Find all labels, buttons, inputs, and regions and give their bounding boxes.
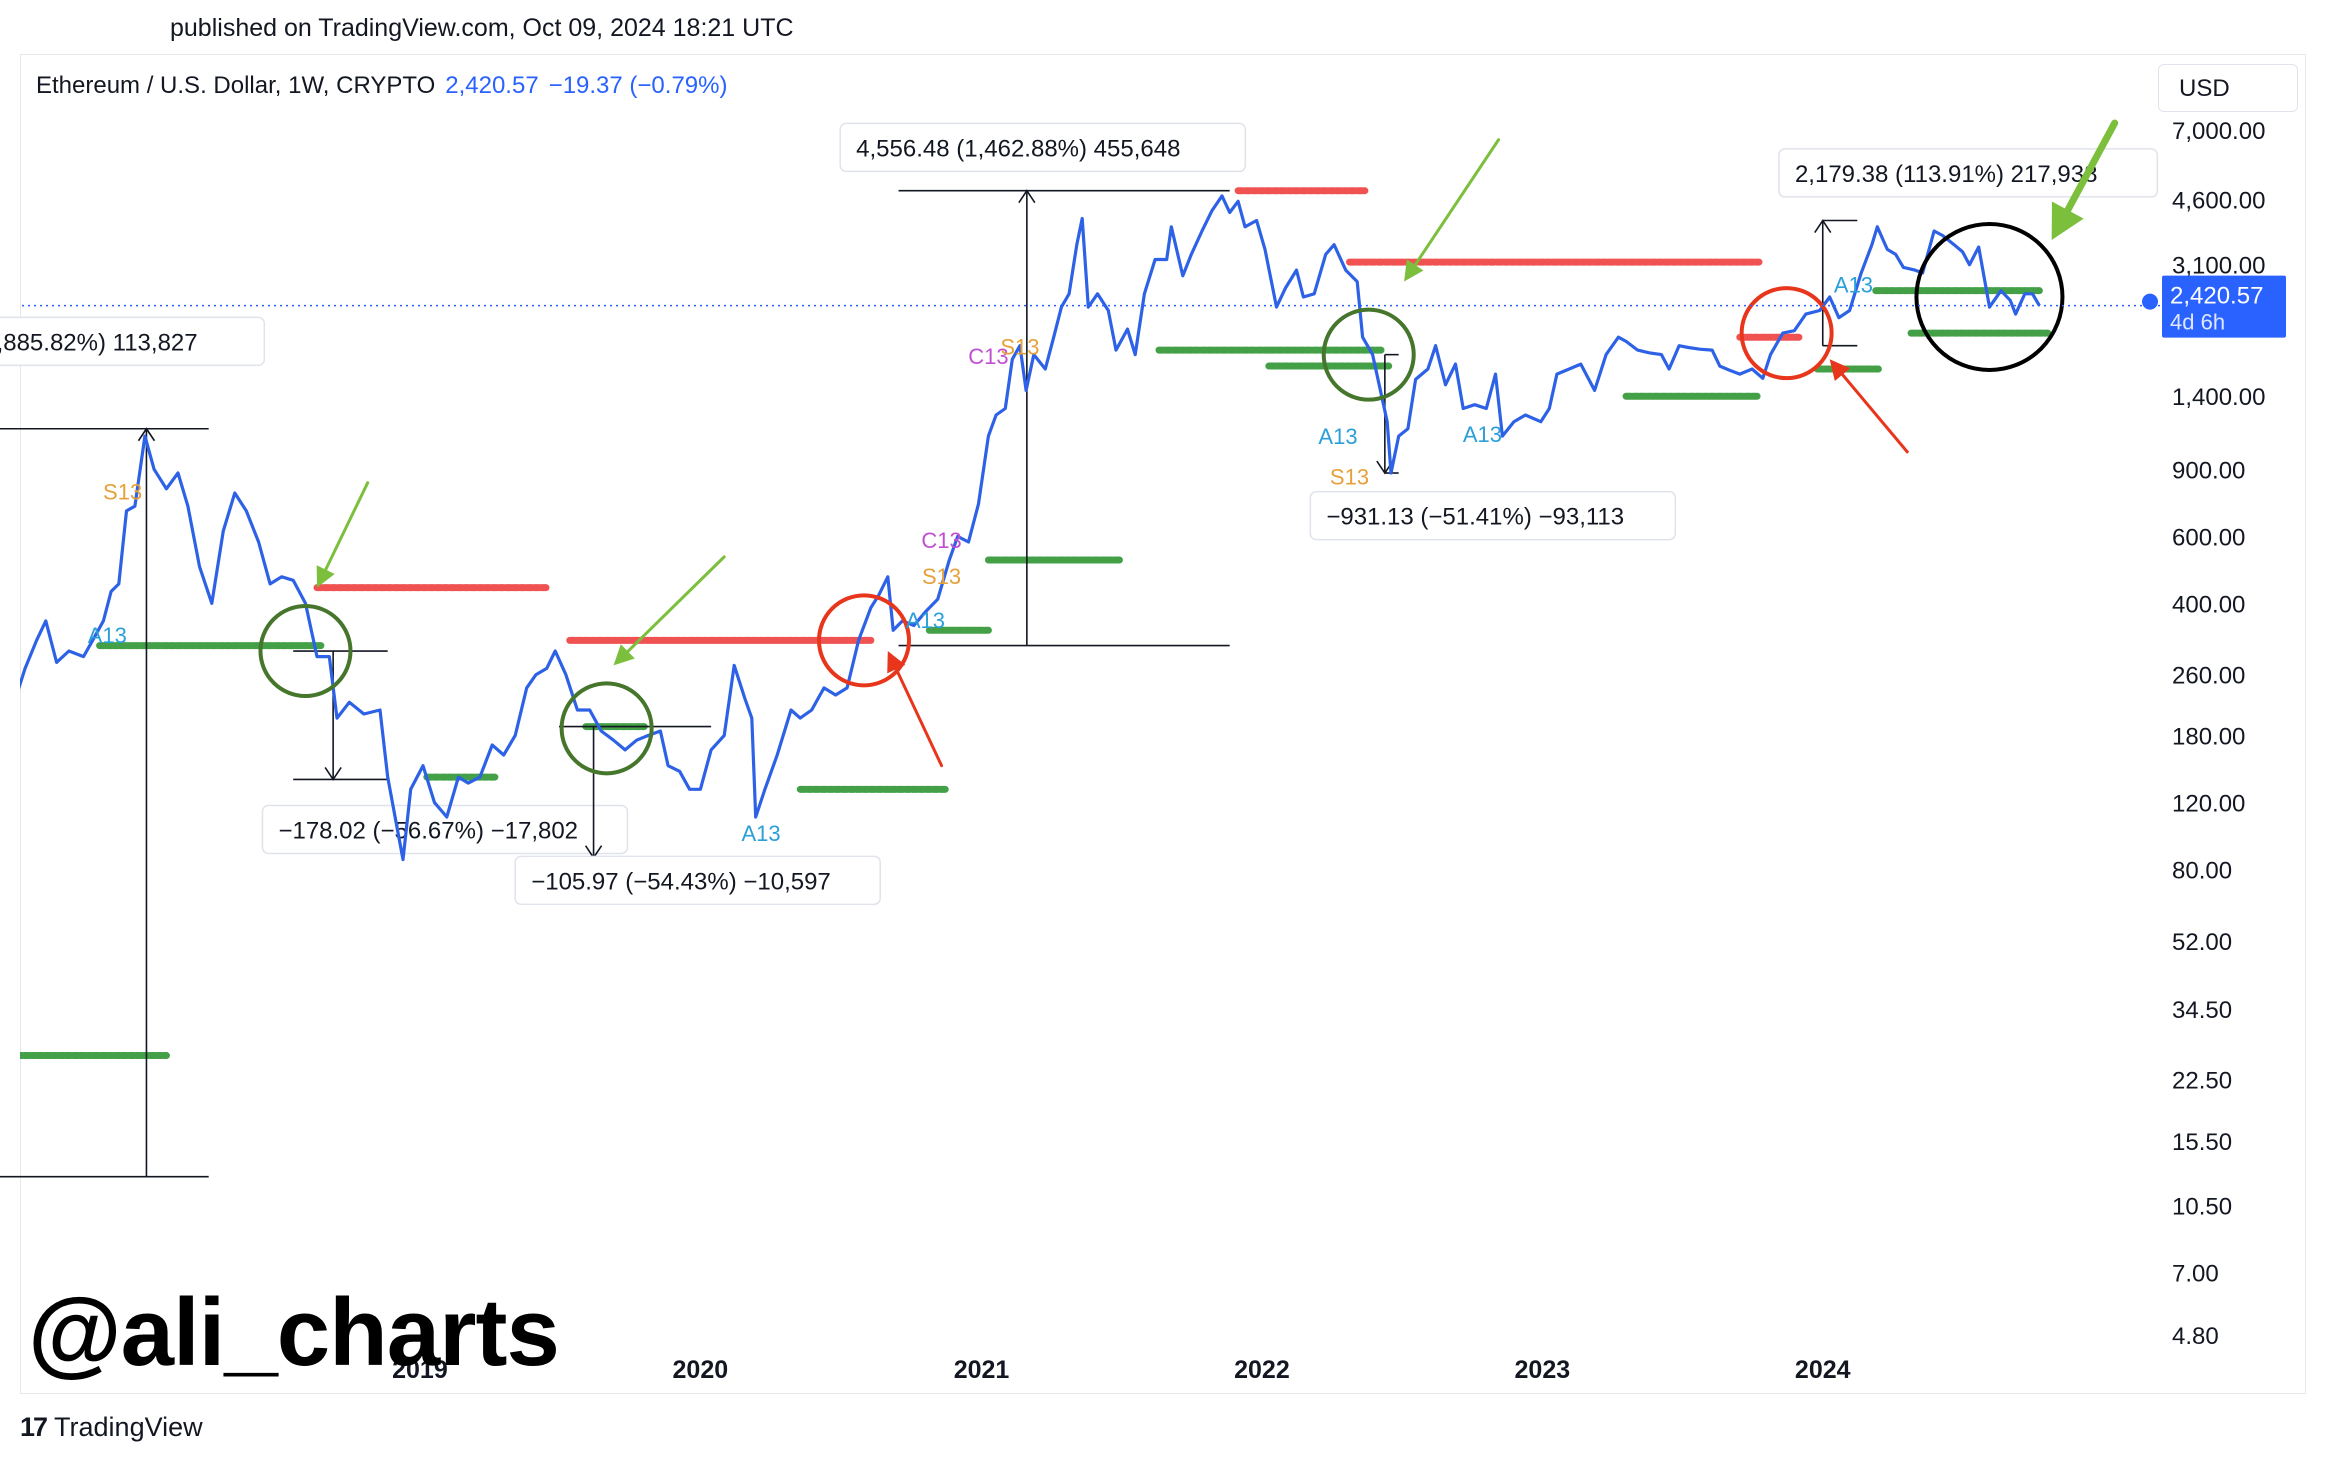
signal-label: A13 xyxy=(741,821,780,846)
signal-label: C13 xyxy=(968,344,1008,369)
tradingview-logo-icon: 17 xyxy=(20,1412,48,1442)
measure-arrowhead xyxy=(1018,189,1036,204)
green-highlight-circle xyxy=(258,604,353,699)
header-change: −19.37 (−0.79%) xyxy=(548,72,728,99)
measure-label: −178.02 (−56.67%) −17,802 xyxy=(278,817,578,844)
y-tick-label: 22.50 xyxy=(2172,1067,2232,1094)
signal-label: S13 xyxy=(103,479,142,504)
brand-text: TradingView xyxy=(54,1412,203,1442)
signal-label: A13 xyxy=(1318,424,1357,449)
symbol-header: Ethereum / U.S. Dollar, 1W, CRYPTO 2,420.… xyxy=(36,72,727,100)
published-note: published on TradingView.com, Oct 09, 20… xyxy=(170,14,794,42)
red-arrowhead xyxy=(887,651,906,674)
green-arrowhead xyxy=(613,644,635,666)
time-axis[interactable]: 2019 2020 2021 2022 2023 2024 xyxy=(392,1356,1851,1384)
currency-selector[interactable]: USD xyxy=(2158,64,2298,112)
red-highlight-circle xyxy=(1739,286,1834,381)
x-tick-label: 2024 xyxy=(1795,1356,1851,1384)
green-arrow xyxy=(324,481,370,572)
measure-label-box xyxy=(0,316,266,367)
signal-label: A13 xyxy=(1834,273,1873,298)
y-tick-label: 400.00 xyxy=(2172,591,2245,618)
y-tick-label: 180.00 xyxy=(2172,724,2245,751)
signal-label: C13 xyxy=(921,528,961,553)
red-arrowhead xyxy=(1829,359,1851,382)
x-tick-label: 2020 xyxy=(673,1356,729,1384)
measure-label-box xyxy=(514,855,881,906)
y-tick-label: 4.80 xyxy=(2172,1323,2219,1350)
symbol-title[interactable]: Ethereum / U.S. Dollar, 1W, CRYPTO xyxy=(36,72,436,99)
x-tick-label: 2022 xyxy=(1234,1356,1290,1384)
signal-label: A13 xyxy=(906,608,945,633)
watermark-handle: @ali_charts xyxy=(28,1279,560,1386)
measure-label: 2,179.38 (113.91%) 217,938 xyxy=(1795,161,2097,188)
last-price-dot xyxy=(2142,293,2158,310)
y-tick-label: 15.50 xyxy=(2172,1129,2232,1156)
green-highlight-circle xyxy=(559,681,654,776)
signal-label: S13 xyxy=(922,564,961,589)
y-tick-label: 7.00 xyxy=(2172,1261,2219,1288)
last-price-badge xyxy=(2162,275,2286,338)
header-price: 2,420.57 xyxy=(445,72,539,99)
red-arrow xyxy=(894,667,944,768)
annotation-arrows xyxy=(316,119,2119,768)
bar-countdown-label: 4d 6h xyxy=(2170,310,2225,335)
y-tick-label: 120.00 xyxy=(2172,791,2245,818)
green-highlight-circle xyxy=(1321,307,1416,402)
x-tick-label: 2021 xyxy=(954,1356,1010,1384)
y-tick-label: 80.00 xyxy=(2172,858,2232,885)
y-tick-label: 7,000.00 xyxy=(2172,118,2265,145)
y-tick-label: 4,600.00 xyxy=(2172,187,2265,214)
green-arrow xyxy=(1413,138,1501,267)
chart-frame xyxy=(20,54,2306,1394)
green-arrowhead xyxy=(1404,259,1424,282)
x-tick-label: 2019 xyxy=(392,1356,448,1384)
measure-label-box xyxy=(1309,490,1677,541)
black-highlight-circle xyxy=(1914,222,2065,373)
measure-label: 4,556.48 (1,462.88%) 455,648 xyxy=(856,135,1180,162)
y-tick-label: 1,400.00 xyxy=(2172,384,2265,411)
green-arrow xyxy=(2064,119,2119,214)
y-tick-label: 600.00 xyxy=(2172,524,2245,551)
y-tick-label: 260.00 xyxy=(2172,663,2245,690)
green-arrow xyxy=(626,555,726,653)
measure-label-box xyxy=(839,122,1247,173)
last-price-label: 2,420.57 xyxy=(2170,283,2263,310)
signal-label: S13 xyxy=(1000,335,1039,360)
signal-label: S13 xyxy=(1330,465,1369,490)
green-arrowhead xyxy=(316,565,335,588)
signal-labels: S13S13A13C13A13A13C13S13A13C13S13A13S13A… xyxy=(88,273,1873,847)
measurements: 1,138.27 (8,885.82%) 113,827 −178.02 (−56… xyxy=(0,122,2159,1178)
price-axis[interactable]: 7,000.00 4,600.00 3,100.00 1,400.00 900.00 60… xyxy=(2172,118,2265,1350)
measure-arrowhead xyxy=(324,767,342,781)
price-line xyxy=(20,194,2041,862)
red-arrow xyxy=(1841,373,1909,454)
signal-label: A13 xyxy=(1463,422,1502,447)
y-tick-label: 3,100.00 xyxy=(2172,253,2265,280)
signal-label: A13 xyxy=(88,623,127,648)
y-tick-label: 34.50 xyxy=(2172,997,2232,1024)
tradingview-brand[interactable]: 17 TradingView xyxy=(20,1412,203,1443)
measure-label-box xyxy=(261,804,629,855)
measure-label-box xyxy=(1778,148,2159,198)
green-arrowhead xyxy=(2051,201,2084,240)
y-tick-label: 10.50 xyxy=(2172,1194,2232,1221)
y-tick-label: 900.00 xyxy=(2172,457,2245,484)
x-tick-label: 2023 xyxy=(1515,1356,1571,1384)
red-highlight-circle xyxy=(816,593,911,688)
measure-arrowhead xyxy=(1814,219,1832,233)
price-series xyxy=(20,194,2041,862)
highlight-circles xyxy=(258,222,2065,776)
measure-label: 1,138.27 (8,885.82%) 113,827 xyxy=(0,329,198,356)
measure-label: −105.97 (−54.43%) −10,597 xyxy=(531,868,831,895)
measure-label: −931.13 (−51.41%) −93,113 xyxy=(1326,504,1624,531)
measure-arrowhead xyxy=(137,427,156,442)
y-tick-label: 52.00 xyxy=(2172,929,2232,956)
